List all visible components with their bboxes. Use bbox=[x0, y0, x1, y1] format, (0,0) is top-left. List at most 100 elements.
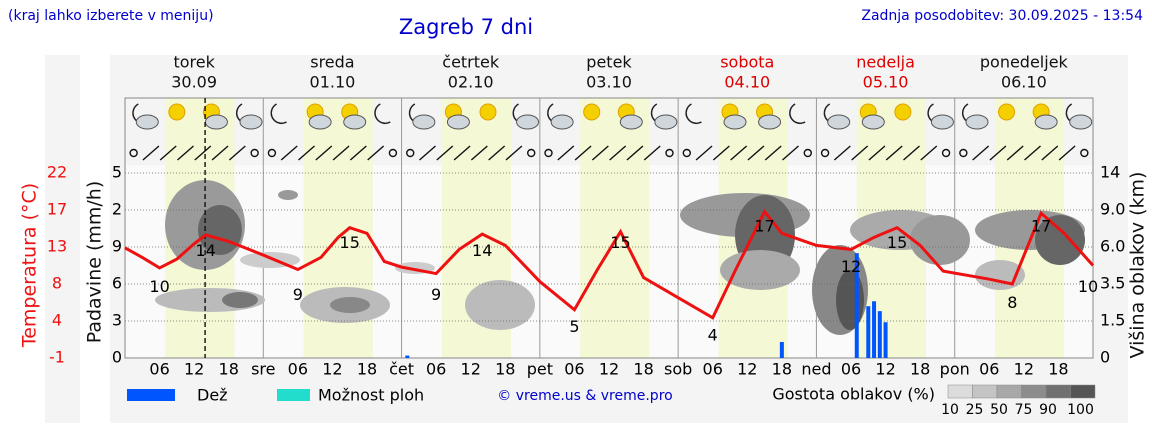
precip-tick-label: 9 bbox=[112, 237, 122, 256]
wind-calm bbox=[250, 148, 259, 158]
x-tick-label: 06 bbox=[979, 360, 999, 379]
cloud-icon bbox=[446, 114, 470, 130]
wind-barb bbox=[315, 145, 333, 161]
title: Zagreb 7 dni bbox=[399, 15, 533, 39]
y2-tick-label: 0 bbox=[1100, 348, 1110, 367]
temperature-label: 15 bbox=[340, 233, 360, 252]
x-tick-label: 06 bbox=[426, 360, 446, 379]
wind-calm bbox=[406, 148, 415, 158]
x-tick-label: 18 bbox=[495, 360, 515, 379]
left-panel bbox=[45, 55, 80, 423]
wind-barb bbox=[972, 145, 990, 161]
cloud-legend-swatch bbox=[1070, 384, 1096, 399]
legend-label: Dež bbox=[197, 386, 228, 405]
wind-barb bbox=[730, 145, 748, 161]
wind-calm bbox=[1080, 148, 1089, 158]
wind-barb bbox=[453, 145, 471, 161]
precip-tick-label: 5 bbox=[112, 163, 122, 182]
y-tick-label: 4 bbox=[52, 311, 62, 330]
wind-barb bbox=[436, 145, 454, 161]
x-tick-label: 18 bbox=[772, 360, 792, 379]
day-name: sobota bbox=[720, 53, 774, 72]
precip-bar bbox=[854, 253, 859, 358]
cloud-legend-label: 10 bbox=[941, 402, 959, 418]
x-tick-label: 12 bbox=[184, 360, 204, 379]
day-name: nedelja bbox=[856, 53, 915, 72]
y-tick-label: -1 bbox=[49, 348, 65, 367]
cloud-icon bbox=[204, 114, 228, 130]
legend-label: Možnost ploh bbox=[318, 386, 424, 405]
cloud-icon bbox=[1069, 114, 1093, 130]
cloud-icon bbox=[239, 114, 263, 130]
sun bbox=[479, 103, 497, 121]
wind-barb bbox=[764, 145, 782, 161]
x-day-label: pet bbox=[527, 360, 553, 379]
wind-calm bbox=[665, 148, 674, 158]
cloud-icon bbox=[516, 114, 540, 130]
day-name: petek bbox=[586, 53, 632, 72]
wind-calm bbox=[544, 148, 553, 158]
wind-calm bbox=[803, 148, 812, 158]
temperature-label: 15 bbox=[887, 233, 907, 252]
temperature-label: 5 bbox=[569, 317, 579, 336]
sun bbox=[583, 103, 601, 121]
cloud-icon bbox=[827, 114, 851, 130]
wind-barb bbox=[142, 145, 160, 161]
menu-note: (kraj lahko izberete v meniju) bbox=[8, 8, 214, 24]
day-date: 30.09 bbox=[171, 73, 217, 92]
wind-barb bbox=[1006, 145, 1024, 161]
cloud-icon bbox=[654, 114, 678, 130]
day-date: 06.10 bbox=[1001, 73, 1047, 92]
wind-barb bbox=[868, 145, 886, 161]
x-tick-label: 18 bbox=[910, 360, 930, 379]
precip-tick-label: 3 bbox=[112, 311, 122, 330]
wind-calm bbox=[959, 148, 968, 158]
y2-tick-label: 14 bbox=[1100, 163, 1120, 182]
wind-barb bbox=[626, 145, 644, 161]
y2-tick-label: 3.5 bbox=[1100, 274, 1125, 293]
cloud-icon bbox=[550, 114, 574, 130]
temperature-label: 17 bbox=[1031, 217, 1051, 236]
y-tick-label: 22 bbox=[47, 163, 67, 182]
wind-barb bbox=[557, 145, 575, 161]
wind-calm bbox=[941, 148, 951, 158]
day-name: četrtek bbox=[442, 53, 500, 72]
precip-bar bbox=[883, 322, 888, 358]
cloud-icon bbox=[965, 114, 989, 130]
weather-icons bbox=[129, 103, 1093, 161]
x-day-label: čet bbox=[389, 360, 414, 379]
updated: Zadnja posodobitev: 30.09.2025 - 13:54 bbox=[861, 8, 1143, 24]
day-date: 05.10 bbox=[863, 73, 909, 92]
temperature-label: 4 bbox=[708, 325, 718, 344]
day-date: 02.10 bbox=[448, 73, 494, 92]
x-tick-label: 18 bbox=[633, 360, 653, 379]
y2-axis-title: Višina oblakov (km) bbox=[1127, 172, 1149, 359]
temperature-label: 14 bbox=[195, 241, 215, 260]
cloud-legend-label: 75 bbox=[1015, 402, 1033, 418]
wind-barb bbox=[1041, 145, 1059, 161]
x-tick-label: 12 bbox=[599, 360, 619, 379]
precip-bar bbox=[405, 355, 410, 358]
cloud-legend-label: 90 bbox=[1039, 402, 1057, 418]
wind-barb bbox=[782, 145, 799, 161]
temperature-label: 15 bbox=[610, 233, 630, 252]
legend-swatch bbox=[127, 389, 175, 401]
x-tick-label: 12 bbox=[737, 360, 757, 379]
wind-barb bbox=[591, 145, 609, 161]
cloud-icon bbox=[308, 114, 332, 130]
temperature-line bbox=[124, 208, 1095, 320]
temperature-label: 17 bbox=[754, 217, 774, 236]
day-name: sreda bbox=[310, 53, 354, 72]
wind-barb bbox=[833, 145, 851, 161]
wind-barb bbox=[280, 145, 298, 161]
wind-calm bbox=[129, 148, 138, 158]
y-tick-label: 13 bbox=[47, 237, 67, 256]
cloud-legend-swatch bbox=[1021, 384, 1047, 399]
wind-barb bbox=[747, 145, 765, 161]
precip-tick-label: 6 bbox=[112, 274, 122, 293]
wind-barb bbox=[851, 145, 869, 161]
sun bbox=[998, 103, 1016, 121]
sun bbox=[894, 103, 912, 121]
wind-barb bbox=[885, 145, 903, 161]
